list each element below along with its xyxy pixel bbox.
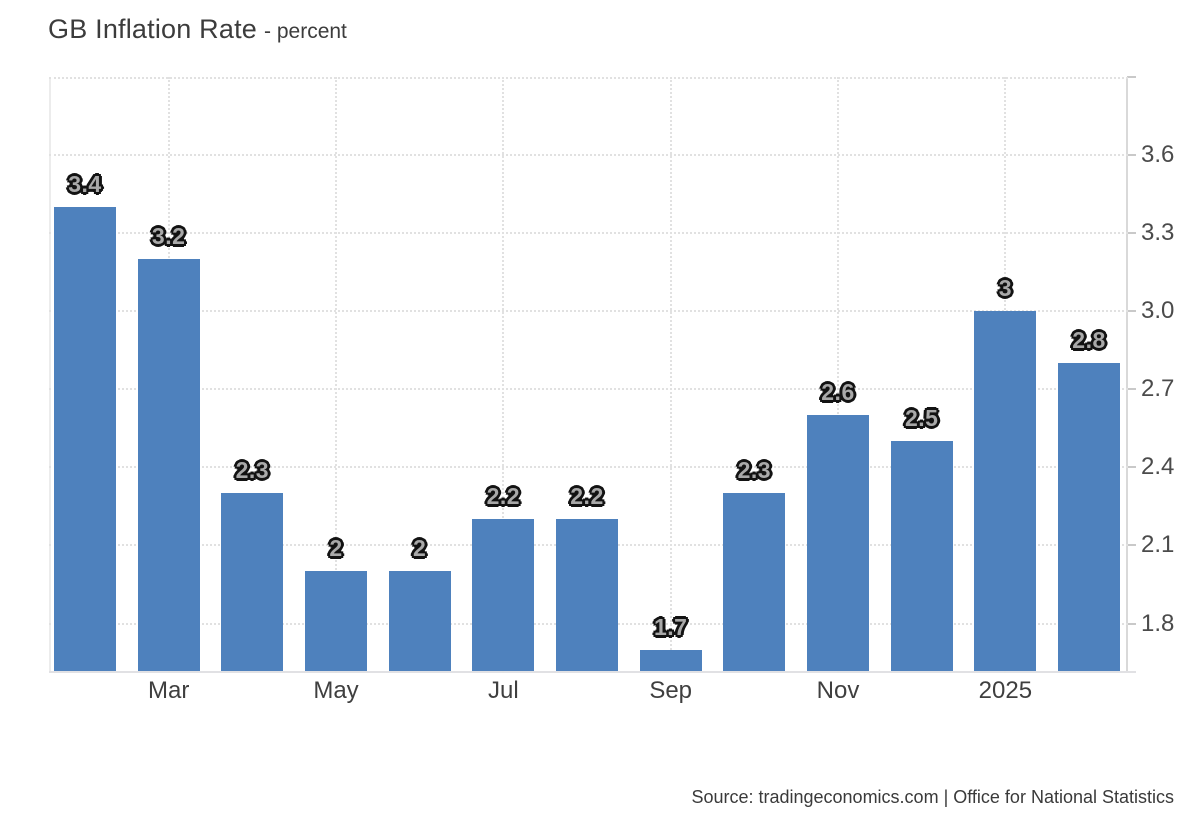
y-axis-tick bbox=[1127, 388, 1136, 391]
bar-value-label: 2 bbox=[329, 535, 343, 562]
y-axis-tick-label: 2.7 bbox=[1141, 375, 1175, 403]
y-axis-tick bbox=[1127, 310, 1136, 313]
bar[interactable] bbox=[974, 311, 1037, 671]
bar[interactable] bbox=[1058, 363, 1121, 671]
x-axis-tick-label: May bbox=[313, 677, 359, 704]
bar-value-label: 2.5 bbox=[904, 405, 939, 432]
chart-header: GB Inflation Rate - percent bbox=[48, 14, 347, 45]
bar-value-label: 3 bbox=[998, 275, 1012, 302]
y-axis-tick-label: 2.4 bbox=[1141, 453, 1175, 481]
y-axis-tick bbox=[1127, 466, 1136, 469]
x-axis-tick-label: Sep bbox=[649, 677, 693, 704]
y-axis-tick bbox=[1127, 232, 1136, 235]
page-title: GB Inflation Rate bbox=[48, 14, 258, 44]
bar-value-label: 2.3 bbox=[737, 457, 772, 484]
bar[interactable] bbox=[472, 519, 535, 671]
y-axis-tick-label: 3.6 bbox=[1141, 141, 1175, 169]
y-axis-tick bbox=[1127, 544, 1136, 547]
bar-value-label: 2.8 bbox=[1072, 327, 1106, 354]
source-attribution: Source: tradingeconomics.com | Office fo… bbox=[691, 787, 1174, 807]
x-axis-line bbox=[49, 671, 1136, 673]
bar-value-label: 2.2 bbox=[570, 483, 604, 510]
gridline-horizontal bbox=[49, 310, 1128, 313]
bar[interactable] bbox=[556, 519, 619, 671]
gridline-vertical bbox=[502, 77, 505, 673]
bar[interactable] bbox=[639, 649, 702, 671]
y-axis-tick-label: 3.0 bbox=[1141, 297, 1175, 325]
bar[interactable] bbox=[221, 493, 284, 671]
bar-value-label: 2.2 bbox=[486, 483, 521, 510]
y-axis-tick-label: 2.1 bbox=[1141, 531, 1175, 559]
bar[interactable] bbox=[807, 415, 870, 671]
gridline-vertical bbox=[669, 77, 672, 673]
bar[interactable] bbox=[305, 571, 367, 671]
gridline-horizontal bbox=[49, 232, 1128, 235]
bar[interactable] bbox=[54, 207, 116, 671]
bar-value-label: 2.3 bbox=[235, 457, 270, 484]
x-axis-tick-label: 2025 bbox=[978, 677, 1033, 704]
bar-value-label: 1.7 bbox=[653, 613, 688, 640]
bar[interactable] bbox=[388, 571, 451, 671]
y-axis-tick bbox=[1127, 154, 1136, 157]
bar-value-label: 2.6 bbox=[821, 379, 855, 406]
plot-border-left bbox=[49, 77, 51, 673]
gridline-vertical bbox=[335, 77, 337, 673]
bar-value-label: 3.2 bbox=[151, 223, 186, 250]
chart-plot-area[interactable]: 3.4 3.2 2.3 2 2 2.2 2.2 1.7 2.3 2.6 2.5 3 2.8 bbox=[49, 77, 1136, 673]
x-axis-tick-label: Nov bbox=[816, 677, 860, 704]
y-axis-tick bbox=[1127, 622, 1136, 625]
bar[interactable] bbox=[890, 441, 953, 671]
plot-border-right bbox=[1126, 77, 1128, 673]
gridline-vertical bbox=[837, 77, 840, 673]
gridline-horizontal bbox=[49, 77, 1128, 79]
x-axis-tick-label: Jul bbox=[488, 677, 519, 704]
bar-value-label: 3.4 bbox=[68, 171, 102, 198]
gridline-horizontal bbox=[49, 466, 1128, 469]
gridline-horizontal bbox=[49, 388, 1128, 391]
y-axis-tick bbox=[1127, 76, 1136, 78]
gridline-horizontal bbox=[49, 154, 1128, 157]
y-axis-tick-label: 1.8 bbox=[1141, 609, 1175, 637]
bar[interactable] bbox=[723, 493, 786, 671]
y-axis-tick-label: 3.3 bbox=[1141, 219, 1175, 247]
bar-value-label: 2 bbox=[413, 535, 427, 562]
bar[interactable] bbox=[137, 259, 200, 671]
x-axis-tick-label: Mar bbox=[147, 677, 190, 704]
page-subtitle: - percent bbox=[264, 20, 347, 43]
